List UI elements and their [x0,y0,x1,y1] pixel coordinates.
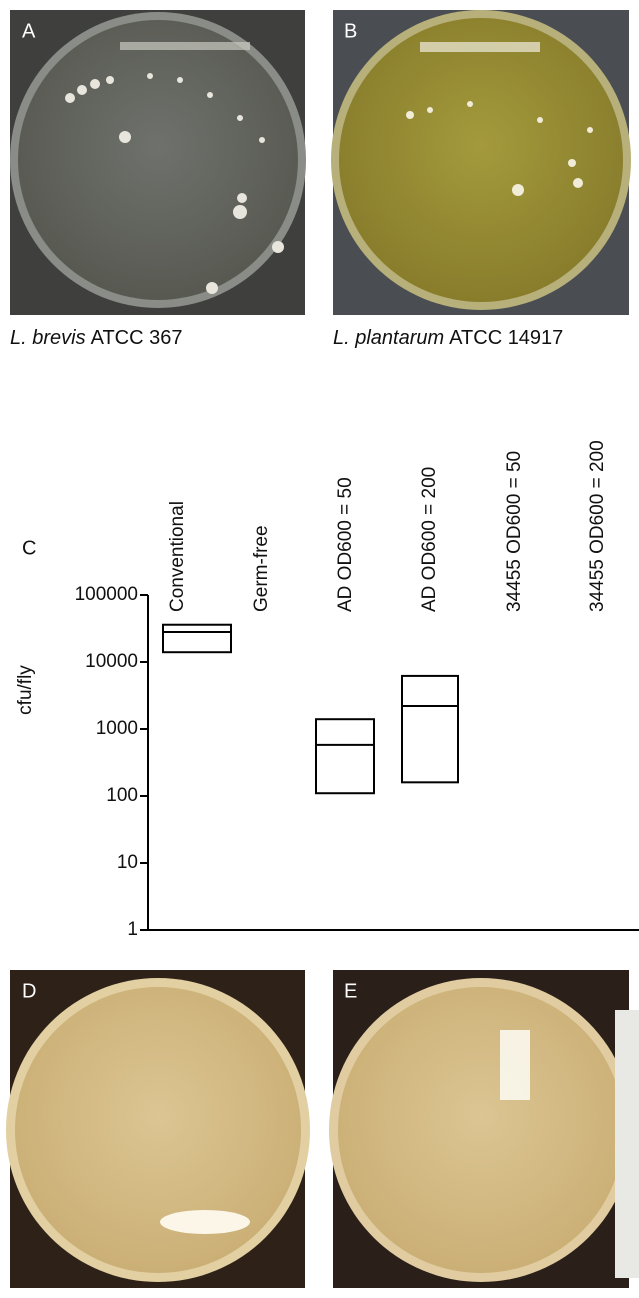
caption: L. plantarum ATCC 14917 [333,327,563,349]
box [315,718,375,795]
photo-a [10,10,306,315]
chart: C cfu/fly 1 10 100 1000 10000 100000 Conventio… [15,440,639,940]
box [401,674,459,784]
x-tick-label: Conventional [167,501,188,612]
y-tick-label: 100 [106,785,138,806]
caption-strain: ATCC 14917 [449,327,563,349]
panel-letter: A [22,20,36,42]
caption: L. brevis ATCC 367 [10,327,182,349]
y-axis-title: cfu/fly [15,665,36,715]
y-tick-label: 1000 [96,718,138,739]
x-tick-label: 34455 OD600 = 200 [587,440,608,612]
panel-letter: E [344,980,357,1002]
panel-letter: C [22,537,36,559]
x-tick-label: Germ-free [251,525,272,612]
caption-strain: ATCC 367 [91,327,183,349]
y-tick-label: 10 [117,852,138,873]
x-tick-label: AD OD600 = 50 [335,477,356,612]
y-tick-label: 1 [127,919,138,940]
photo-e [329,970,639,1288]
y-tick-label: 10000 [85,651,138,672]
caption-species: L. plantarum [333,327,444,349]
caption-species: L. brevis [10,327,86,349]
y-tick-label: 100000 [75,584,138,605]
photo-b [331,10,631,315]
panel-letter: B [344,20,357,42]
panel-letter: D [22,980,36,1002]
photo-d [6,970,310,1288]
x-tick-label: AD OD600 = 200 [419,467,440,612]
box [162,623,232,654]
x-tick-label: 34455 OD600 = 50 [504,451,525,612]
